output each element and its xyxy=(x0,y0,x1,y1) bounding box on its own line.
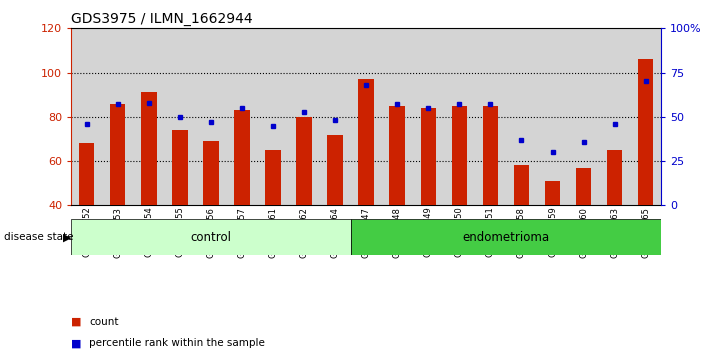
Bar xyxy=(599,28,630,205)
Bar xyxy=(289,28,319,205)
Text: ▶: ▶ xyxy=(63,232,71,242)
Bar xyxy=(630,28,661,205)
Bar xyxy=(638,59,653,205)
Text: endometrioma: endometrioma xyxy=(462,231,550,244)
Bar xyxy=(141,92,156,205)
Text: percentile rank within the sample: percentile rank within the sample xyxy=(89,338,264,348)
Bar xyxy=(382,28,413,205)
Bar xyxy=(203,141,219,205)
Bar xyxy=(413,28,444,205)
Bar xyxy=(164,28,196,205)
Text: GDS3975 / ILMN_1662944: GDS3975 / ILMN_1662944 xyxy=(71,12,252,26)
Bar xyxy=(172,130,188,205)
Text: ■: ■ xyxy=(71,338,82,348)
Bar xyxy=(257,28,289,205)
Bar xyxy=(568,28,599,205)
Bar xyxy=(506,28,537,205)
Bar xyxy=(545,181,560,205)
Bar xyxy=(444,28,475,205)
Bar xyxy=(71,219,351,255)
Text: disease state: disease state xyxy=(4,232,73,242)
Bar xyxy=(607,150,622,205)
Bar xyxy=(196,28,226,205)
Bar xyxy=(420,108,436,205)
Bar xyxy=(351,28,382,205)
Bar xyxy=(351,219,661,255)
Text: count: count xyxy=(89,317,118,327)
Bar xyxy=(265,150,281,205)
Text: ■: ■ xyxy=(71,317,82,327)
Bar xyxy=(451,106,467,205)
Bar xyxy=(576,168,592,205)
Bar xyxy=(475,28,506,205)
Text: control: control xyxy=(191,231,231,244)
Bar xyxy=(390,106,405,205)
Bar xyxy=(133,28,164,205)
Bar xyxy=(483,106,498,205)
Bar xyxy=(513,166,529,205)
Bar xyxy=(226,28,257,205)
Bar xyxy=(296,117,312,205)
Bar xyxy=(71,28,102,205)
Bar xyxy=(319,28,351,205)
Bar xyxy=(110,104,125,205)
Bar xyxy=(358,79,374,205)
Bar xyxy=(234,110,250,205)
Bar xyxy=(537,28,568,205)
Bar xyxy=(327,135,343,205)
Bar xyxy=(79,143,95,205)
Bar xyxy=(102,28,133,205)
